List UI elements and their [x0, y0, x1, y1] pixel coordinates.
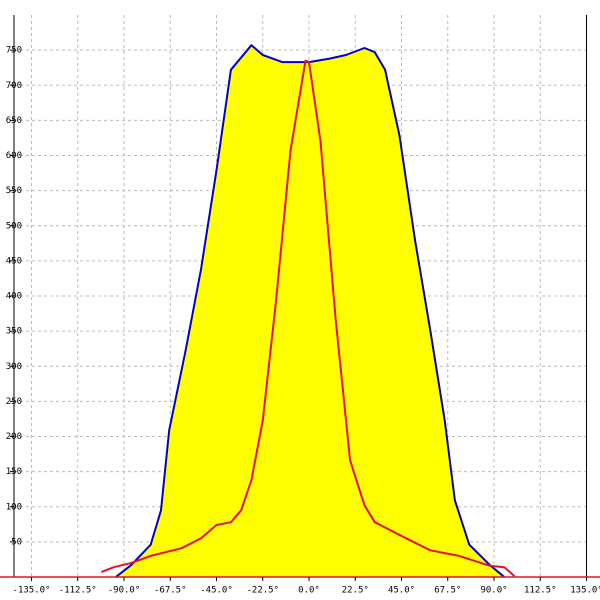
y-tick-label: 150 [6, 467, 22, 477]
labels: -135.0° -112.5° -90.0° -67.5° -45.0° -22.5° 0.… [6, 46, 600, 596]
x-tick-label: -112.5° [59, 586, 97, 596]
y-tick-label: 550 [6, 186, 22, 196]
y-tick-label: 250 [6, 397, 22, 407]
x-tick-label: -90.0° [108, 586, 141, 596]
y-tick-label: 100 [6, 502, 22, 512]
x-tick-label: 0.0° [298, 586, 320, 596]
x-tick-label: -45.0° [200, 586, 233, 596]
x-tick-label: -135.0° [13, 586, 51, 596]
x-tick-label: 67.5° [434, 586, 461, 596]
plot [101, 44, 516, 578]
x-tick-label: 45.0° [388, 586, 415, 596]
x-tick-label: 112.5° [524, 586, 557, 596]
y-tick-label: 650 [6, 116, 22, 126]
x-tick-label: 135.0° [570, 586, 600, 596]
y-tick-label: 50 [11, 537, 22, 547]
x-tick-label: -22.5° [246, 586, 279, 596]
y-tick-label: 300 [6, 362, 22, 372]
y-tick-label: 600 [6, 151, 22, 161]
y-tick-label: 700 [6, 81, 22, 91]
y-tick-label: 500 [6, 221, 22, 231]
x-tick-label: 22.5° [342, 586, 369, 596]
y-tick-label: 400 [6, 292, 22, 302]
x-tick-label: -67.5° [154, 586, 187, 596]
area [115, 45, 505, 577]
y-tick-label: 200 [6, 432, 22, 442]
line [101, 59, 516, 578]
y-tick-label: 750 [6, 46, 22, 56]
y-tick-label: 450 [6, 256, 22, 266]
y-tick-label: 350 [6, 327, 22, 337]
x-tick-label: 90.0° [480, 586, 507, 596]
